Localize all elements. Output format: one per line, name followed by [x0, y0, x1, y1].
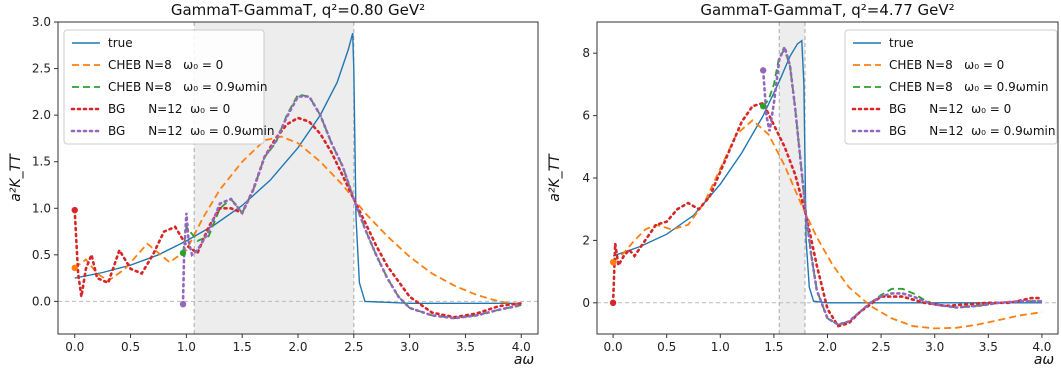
data-point-marker-0 — [71, 264, 78, 272]
y-axis-label: a²K_TT — [547, 153, 563, 202]
y-tick-label: 2 — [582, 233, 590, 247]
series-line-0 — [74, 33, 522, 304]
data-point-marker-2 — [759, 103, 767, 110]
chart-title: GammaT-GammaT, q²=0.80 GeV² — [171, 1, 425, 19]
x-tick-label: 1.5 — [233, 340, 252, 354]
y-tick-label: 0 — [582, 296, 590, 310]
legend-entry-1: CHEB N=8 ω₀ = 0 — [108, 58, 223, 72]
x-tick-label: 1.5 — [764, 340, 783, 354]
y-axis-ticks: 0.0 0.5 1.0 1.5 2.0 2.5 3.0 — [32, 15, 58, 308]
y-tick-label: 2.0 — [32, 108, 51, 122]
x-tick-label: 4.0 — [512, 340, 531, 354]
chart-panel-right: 0.0 0.5 1.0 1.5 2.0 2.5 3.0 3.5 4.0 0 2 4 6 8 GammaT-G… — [547, 1, 1059, 368]
series-line-1 — [612, 119, 1043, 330]
y-tick-label: 3.0 — [32, 15, 51, 29]
y-axis-label: a²K_TT — [8, 153, 24, 202]
x-tick-label: 0.5 — [657, 340, 676, 354]
y-tick-label: 0.0 — [32, 294, 51, 308]
legend-entry-4: BG N=12 ω₀ = 0.9ωmin — [889, 124, 1055, 138]
chart-title: GammaT-GammaT, q²=4.77 GeV² — [700, 1, 954, 19]
legend: true CHEB N=8 ω₀ = 0 CHEB N=8 ω₀ = 0.9ωmin… — [63, 29, 274, 145]
x-tick-label: 2.5 — [344, 340, 363, 354]
x-tick-label: 3.0 — [925, 340, 944, 354]
y-tick-label: 4 — [582, 171, 590, 185]
chart-panel-left: 0.0 0.5 1.0 1.5 2.0 2.5 3.0 3.5 4.0 0.0 0.5 1.0 1.5 2… — [8, 1, 539, 368]
data-point-marker-3 — [179, 300, 187, 308]
x-tick-label: 3.5 — [456, 340, 475, 354]
x-tick-label: 2.0 — [288, 340, 307, 354]
series-line-4 — [761, 43, 1044, 327]
series-line-4 — [181, 95, 523, 320]
y-tick-label: 1.5 — [32, 155, 51, 169]
x-axis-ticks: 0.0 0.5 1.0 1.5 2.0 2.5 3.0 3.5 4.0 — [65, 334, 531, 354]
legend: true CHEB N=8 ω₀ = 0 CHEB N=8 ω₀ = 0.9ωmin… — [844, 29, 1058, 145]
x-tick-label: 2.0 — [818, 340, 837, 354]
x-tick-label: 1.0 — [711, 340, 730, 354]
y-axis-ticks: 0 2 4 6 8 — [582, 46, 597, 310]
y-tick-label: 0.5 — [32, 248, 51, 262]
legend-entry-2: CHEB N=8 ω₀ = 0.9ωmin — [889, 80, 1048, 94]
series-line-1 — [74, 135, 522, 306]
legend-entry-0: true — [108, 36, 133, 50]
data-point-marker-1 — [609, 299, 617, 306]
legend-entry-1: CHEB N=8 ω₀ = 0 — [889, 58, 1004, 72]
legend-entry-3: BG N=12 ω₀ = 0 — [108, 102, 230, 116]
legend-box — [63, 29, 265, 145]
x-tick-label: 0.0 — [65, 340, 84, 354]
legend-entry-0: true — [889, 36, 914, 50]
y-tick-label: 2.5 — [32, 62, 51, 76]
data-point-marker-0 — [609, 259, 617, 266]
shaded-region — [779, 22, 805, 334]
legend-entry-2: CHEB N=8 ω₀ = 0.9ωmin — [108, 80, 267, 94]
legend-box — [844, 29, 1058, 145]
y-tick-label: 8 — [582, 46, 590, 60]
x-axis-ticks: 0.0 0.5 1.0 1.5 2.0 2.5 3.0 3.5 4.0 — [604, 334, 1051, 354]
data-point-marker-2 — [179, 249, 187, 257]
x-tick-label: 3.5 — [979, 340, 998, 354]
x-tick-label: 3.0 — [400, 340, 419, 354]
x-tick-label: 4.0 — [1032, 340, 1051, 354]
x-tick-label: 0.0 — [604, 340, 623, 354]
legend-entry-3: BG N=12 ω₀ = 0 — [889, 102, 1011, 116]
x-axis-label: aω — [514, 352, 535, 368]
data-point-marker-3 — [759, 67, 767, 74]
y-tick-label: 6 — [582, 109, 590, 123]
data-point-marker-1 — [71, 206, 78, 214]
y-tick-label: 1.0 — [32, 201, 51, 215]
x-tick-label: 2.5 — [872, 340, 891, 354]
x-tick-label: 1.0 — [177, 340, 196, 354]
x-tick-label: 0.5 — [121, 340, 140, 354]
legend-entry-4: BG N=12 ω₀ = 0.9ωmin — [108, 124, 274, 138]
series-line-3 — [611, 101, 1044, 328]
x-axis-label: aω — [1034, 352, 1055, 368]
